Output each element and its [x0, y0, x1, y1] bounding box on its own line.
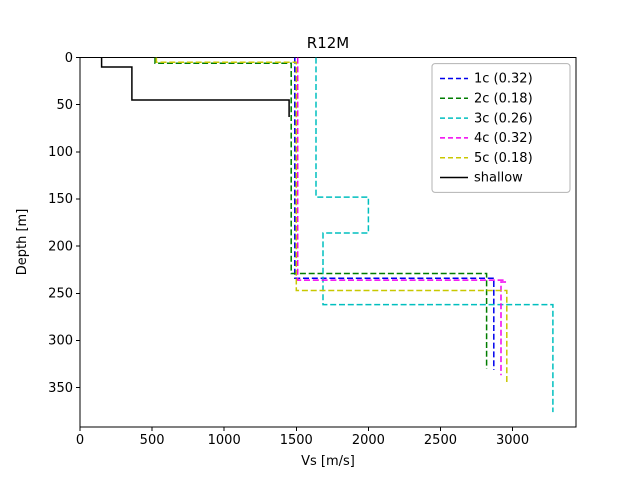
legend-label: 1c (0.32) — [474, 72, 533, 87]
series-4c (0.32) — [296, 57, 507, 376]
y-tick-label: 50 — [56, 98, 73, 113]
y-tick-label: 0 — [65, 51, 73, 66]
series-1c (0.32) — [294, 57, 495, 370]
y-axis-label: Depth [m] — [15, 209, 30, 276]
x-tick-label: 2500 — [424, 433, 457, 448]
legend-label: shallow — [474, 171, 523, 186]
legend-label: 4c (0.32) — [474, 131, 533, 146]
y-tick-label: 200 — [48, 239, 73, 254]
x-tick-label: 2000 — [352, 433, 385, 448]
y-tick-label: 300 — [48, 334, 73, 349]
series-2c (0.18) — [154, 57, 488, 369]
legend-label: 2c (0.18) — [474, 92, 533, 107]
y-tick-label: 350 — [48, 381, 73, 396]
x-tick-label: 500 — [140, 433, 165, 448]
axes-frame — [79, 57, 577, 428]
y-tick-label: 100 — [48, 145, 73, 160]
series-5c (0.18) — [155, 57, 508, 385]
x-tick-label: 1000 — [208, 433, 241, 448]
y-tick-label: 250 — [48, 287, 73, 302]
x-axis-label: Vs [m/s] — [301, 454, 355, 469]
chart-title: R12M — [307, 34, 349, 52]
series-3c (0.26) — [315, 57, 554, 413]
legend-box — [431, 63, 571, 193]
legend-label: 3c (0.26) — [474, 111, 533, 126]
y-tick-label: 150 — [48, 192, 73, 207]
x-tick-label: 0 — [76, 433, 84, 448]
legend-label: 5c (0.18) — [474, 151, 533, 166]
x-tick-label: 1500 — [280, 433, 313, 448]
legend: 1c (0.32) 2c (0.18) 3c (0.26) 4c (0.32) 5c (… — [431, 63, 571, 193]
x-tick-label: 3000 — [496, 433, 529, 448]
series-shallow — [100, 57, 290, 117]
